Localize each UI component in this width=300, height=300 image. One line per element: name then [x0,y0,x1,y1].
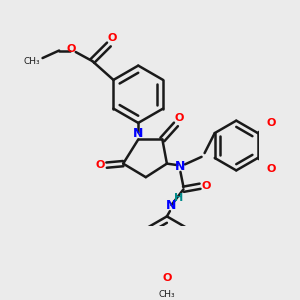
Text: O: O [267,164,276,173]
Text: O: O [108,34,117,44]
Text: O: O [95,160,104,170]
Text: O: O [162,273,172,283]
Text: O: O [67,44,76,54]
Text: O: O [201,181,211,191]
Text: O: O [174,113,184,123]
Text: CH₃: CH₃ [24,57,40,66]
Text: N: N [166,199,177,212]
Text: N: N [175,160,186,173]
Text: O: O [267,118,276,128]
Text: H: H [174,193,184,202]
Text: CH₃: CH₃ [159,290,175,298]
Text: N: N [133,127,143,140]
